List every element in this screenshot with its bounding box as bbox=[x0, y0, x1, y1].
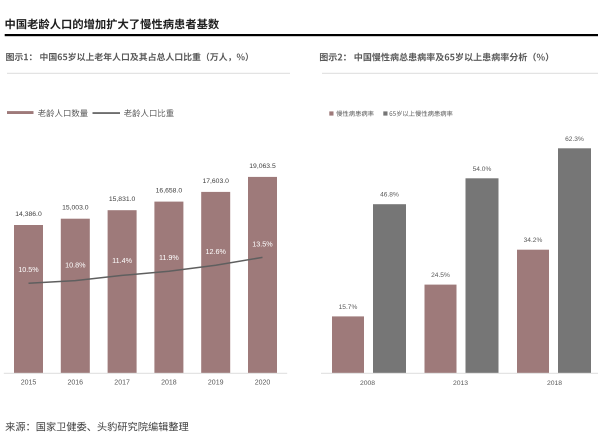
svg-text:19,063.5: 19,063.5 bbox=[249, 163, 276, 170]
svg-text:16,658.0: 16,658.0 bbox=[156, 188, 183, 195]
svg-text:10.8%: 10.8% bbox=[65, 261, 86, 270]
svg-text:15.7%: 15.7% bbox=[339, 304, 358, 311]
svg-text:15,831.0: 15,831.0 bbox=[109, 196, 136, 203]
svg-text:17,603.0: 17,603.0 bbox=[202, 178, 229, 185]
svg-text:15,003.0: 15,003.0 bbox=[62, 205, 89, 212]
svg-text:2013: 2013 bbox=[453, 380, 468, 387]
svg-text:62.3%: 62.3% bbox=[565, 136, 584, 143]
svg-text:2020: 2020 bbox=[255, 379, 271, 386]
svg-text:2017: 2017 bbox=[114, 379, 130, 386]
svg-text:10.5%: 10.5% bbox=[18, 265, 39, 274]
svg-text:34.2%: 34.2% bbox=[524, 237, 543, 244]
svg-text:2018: 2018 bbox=[161, 379, 177, 386]
svg-text:54.0%: 54.0% bbox=[473, 166, 492, 173]
svg-text:14,386.0: 14,386.0 bbox=[15, 211, 42, 218]
svg-text:11.4%: 11.4% bbox=[112, 256, 132, 265]
svg-text:13.5%: 13.5% bbox=[252, 240, 273, 249]
svg-text:2008: 2008 bbox=[360, 380, 375, 387]
svg-text:24.5%: 24.5% bbox=[431, 272, 450, 279]
svg-text:11.9%: 11.9% bbox=[159, 253, 179, 262]
svg-text:46.8%: 46.8% bbox=[380, 192, 399, 199]
svg-text:12.6%: 12.6% bbox=[206, 247, 227, 256]
svg-text:2015: 2015 bbox=[21, 379, 37, 386]
svg-text:2016: 2016 bbox=[68, 379, 84, 386]
svg-text:2018: 2018 bbox=[547, 380, 562, 387]
svg-text:2019: 2019 bbox=[208, 379, 224, 386]
